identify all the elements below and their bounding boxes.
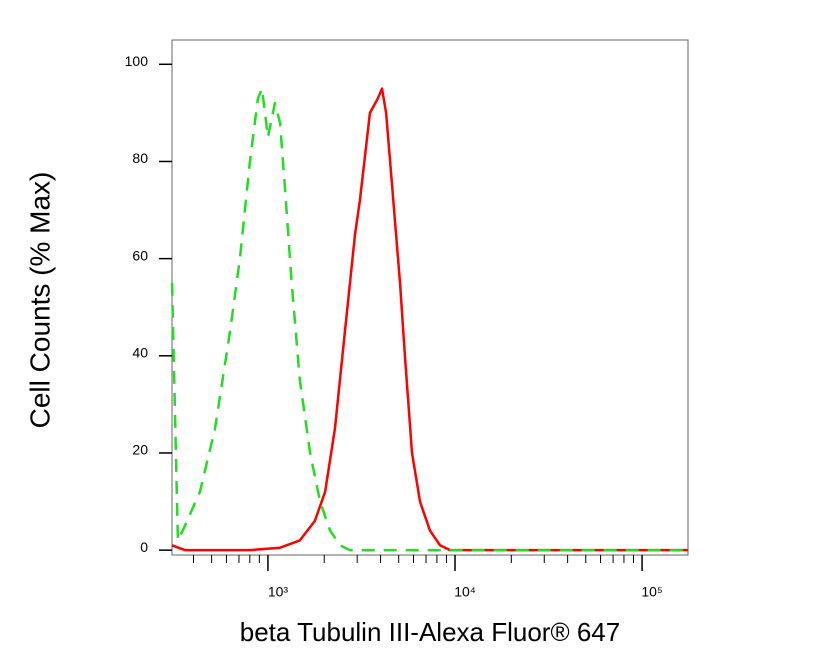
- y-tick-label: 0: [140, 539, 148, 555]
- plot-frame: [171, 39, 689, 556]
- histogram-line: [171, 87, 688, 552]
- y-tick-label: 80: [132, 150, 148, 166]
- x-axis-label: beta Tubulin III-Alexa Fluor® 647: [240, 617, 620, 647]
- y-tick-label: 100: [125, 53, 149, 69]
- x-tick-label: 10⁵: [641, 584, 662, 600]
- x-tick-label: 10⁴: [454, 584, 476, 600]
- x-tick-label: 10³: [268, 584, 289, 600]
- histogram-line: [170, 87, 688, 552]
- y-tick-label: 40: [132, 345, 148, 361]
- y-tick-label: 60: [132, 247, 148, 263]
- y-tick-label: 20: [132, 442, 148, 458]
- y-axis-label: Cell Counts (% Max): [24, 172, 55, 429]
